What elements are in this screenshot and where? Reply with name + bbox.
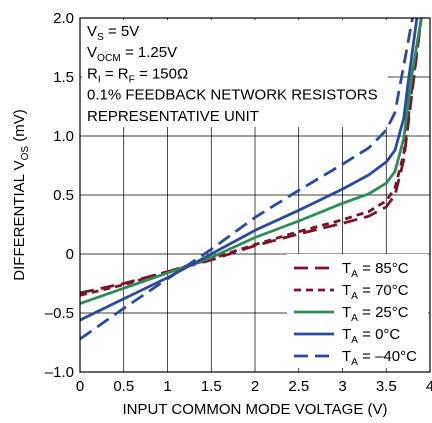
annotation-line: 0.1% FEEDBACK NETWORK RESISTORS	[87, 87, 378, 104]
x-tick-label: 0	[76, 378, 84, 395]
x-tick-label: 3	[338, 378, 346, 395]
x-tick-label: 1	[163, 378, 171, 395]
x-tick-label: 4	[426, 378, 432, 395]
x-tick-label: 0.5	[113, 378, 134, 395]
tick-labels: 0 0.5 1 1.5 2 2.5 3 3.5 4 –1.0 –0.5 0 0.5 1.0 1.5 2.0	[45, 10, 432, 395]
legend-label: TA = 0°C	[342, 326, 400, 346]
series-lines	[80, 18, 423, 341]
x-tick-label: 2.5	[288, 378, 309, 395]
y-tick-label: 1.0	[53, 128, 74, 145]
legend-label: TA = 85°C	[342, 260, 409, 280]
annotation-line: RI = RF = 150Ω	[87, 65, 188, 85]
legend: TA = 85°CTA = 70°CTA = 25°CTA = 0°CTA = …	[287, 254, 428, 368]
x-tick-label: 1.5	[201, 378, 222, 395]
y-tick-label: 0	[66, 246, 74, 263]
legend-label: TA = 70°C	[342, 282, 409, 302]
legend-label: TA = –40°C	[342, 348, 417, 368]
series-line-4	[80, 18, 414, 341]
legend-label: TA = 25°C	[342, 304, 409, 324]
annotation-background	[82, 20, 388, 127]
annotation-line: VS = 5V	[87, 23, 139, 43]
x-tick-label: 3.5	[376, 378, 397, 395]
y-tick-label: 2.0	[53, 10, 74, 27]
y-tick-label: –1.0	[45, 364, 74, 381]
annotation-line: REPRESENTATIVE UNIT	[87, 108, 259, 125]
series-line-2	[80, 18, 423, 305]
y-tick-label: 0.5	[53, 187, 74, 204]
x-tick-label: 2	[251, 378, 259, 395]
annotation-line: VOCM = 1.25V	[87, 44, 177, 64]
y-tick-label: 1.5	[53, 69, 74, 86]
plot-frame	[79, 17, 431, 373]
y-tick-label: –0.5	[45, 305, 74, 322]
y-axis-label: DIFFERENTIAL VOS (mV)	[11, 109, 31, 280]
x-axis-label: INPUT COMMON MODE VOLTAGE (V)	[122, 401, 387, 418]
